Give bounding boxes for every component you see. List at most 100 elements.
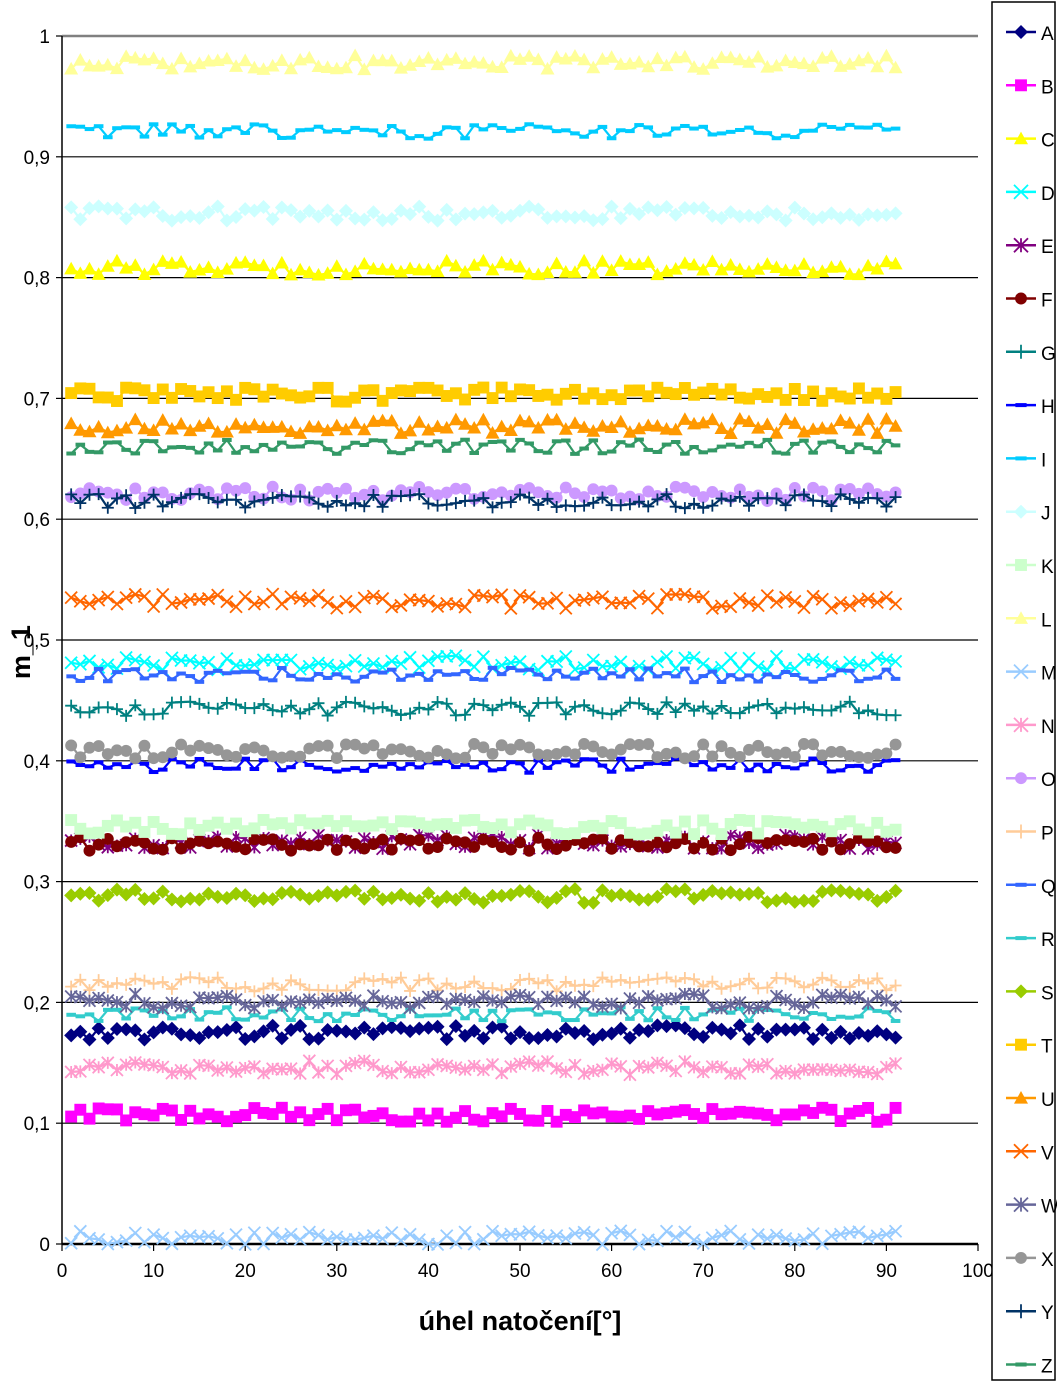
point bbox=[724, 651, 738, 665]
point bbox=[366, 884, 381, 899]
point bbox=[632, 206, 647, 221]
point bbox=[532, 390, 545, 402]
point bbox=[879, 1060, 894, 1074]
point bbox=[588, 666, 599, 671]
point bbox=[870, 208, 885, 223]
point bbox=[92, 1060, 106, 1074]
point bbox=[797, 601, 811, 615]
point bbox=[486, 822, 499, 835]
point bbox=[476, 895, 491, 910]
series-V bbox=[64, 587, 903, 616]
point bbox=[92, 488, 105, 501]
point bbox=[752, 699, 765, 712]
point bbox=[659, 649, 674, 664]
point bbox=[460, 762, 470, 767]
point bbox=[286, 673, 296, 678]
point bbox=[651, 836, 664, 849]
point bbox=[842, 1031, 857, 1046]
point bbox=[73, 266, 88, 279]
point bbox=[275, 705, 288, 718]
point bbox=[103, 1007, 113, 1012]
point bbox=[146, 51, 161, 64]
point bbox=[238, 53, 253, 67]
point bbox=[678, 697, 691, 710]
point bbox=[678, 971, 691, 984]
point bbox=[311, 996, 326, 1010]
point bbox=[625, 667, 635, 672]
point bbox=[735, 677, 745, 682]
point bbox=[329, 1023, 344, 1038]
point bbox=[542, 1010, 553, 1015]
legend-label: D bbox=[1041, 184, 1055, 205]
point bbox=[870, 989, 884, 1003]
point bbox=[239, 501, 252, 514]
point bbox=[82, 886, 97, 901]
point bbox=[274, 1031, 289, 1046]
point bbox=[643, 761, 654, 766]
point bbox=[230, 484, 242, 497]
point bbox=[247, 417, 262, 431]
point bbox=[93, 124, 104, 129]
point bbox=[790, 1015, 800, 1020]
point bbox=[715, 699, 728, 712]
point bbox=[1013, 1143, 1029, 1159]
point bbox=[212, 766, 223, 771]
point bbox=[790, 766, 800, 771]
point bbox=[1015, 1038, 1027, 1051]
point bbox=[697, 738, 710, 751]
point bbox=[66, 1012, 76, 1017]
point bbox=[605, 842, 618, 855]
point bbox=[230, 493, 243, 506]
point bbox=[148, 439, 159, 444]
point bbox=[137, 267, 152, 281]
point bbox=[440, 498, 453, 511]
point bbox=[277, 440, 287, 445]
point bbox=[165, 1066, 179, 1080]
point bbox=[421, 262, 436, 276]
point bbox=[431, 745, 444, 757]
point bbox=[669, 975, 682, 988]
point bbox=[229, 59, 244, 72]
point bbox=[174, 210, 189, 225]
point bbox=[605, 1110, 618, 1123]
point bbox=[358, 700, 371, 713]
point bbox=[357, 659, 371, 674]
point bbox=[659, 882, 674, 897]
point bbox=[1013, 237, 1029, 253]
point bbox=[477, 381, 490, 394]
point bbox=[787, 894, 802, 909]
point bbox=[778, 263, 793, 276]
point bbox=[771, 761, 782, 766]
point bbox=[431, 841, 444, 854]
point bbox=[357, 422, 372, 436]
point bbox=[286, 1018, 296, 1023]
legend-item-A: A bbox=[1006, 24, 1054, 45]
point bbox=[138, 974, 151, 987]
point bbox=[659, 58, 674, 72]
point bbox=[559, 1231, 573, 1245]
point bbox=[779, 393, 792, 406]
point bbox=[165, 496, 178, 509]
y-tick-label: 1 bbox=[39, 27, 50, 48]
point bbox=[870, 1067, 884, 1081]
point bbox=[330, 1114, 343, 1127]
point bbox=[586, 60, 601, 74]
point bbox=[549, 209, 564, 224]
point bbox=[788, 975, 801, 988]
point bbox=[385, 823, 398, 836]
legend-item-H: H bbox=[1006, 397, 1055, 418]
point bbox=[815, 264, 830, 277]
series-W bbox=[64, 987, 903, 1016]
point bbox=[404, 1115, 417, 1128]
point bbox=[110, 977, 123, 990]
point bbox=[101, 701, 114, 714]
point bbox=[386, 667, 397, 672]
point bbox=[661, 1015, 672, 1020]
point bbox=[101, 658, 115, 672]
point bbox=[523, 1114, 536, 1127]
point bbox=[816, 971, 829, 984]
point bbox=[732, 411, 747, 425]
point bbox=[826, 769, 837, 774]
point bbox=[816, 485, 829, 498]
